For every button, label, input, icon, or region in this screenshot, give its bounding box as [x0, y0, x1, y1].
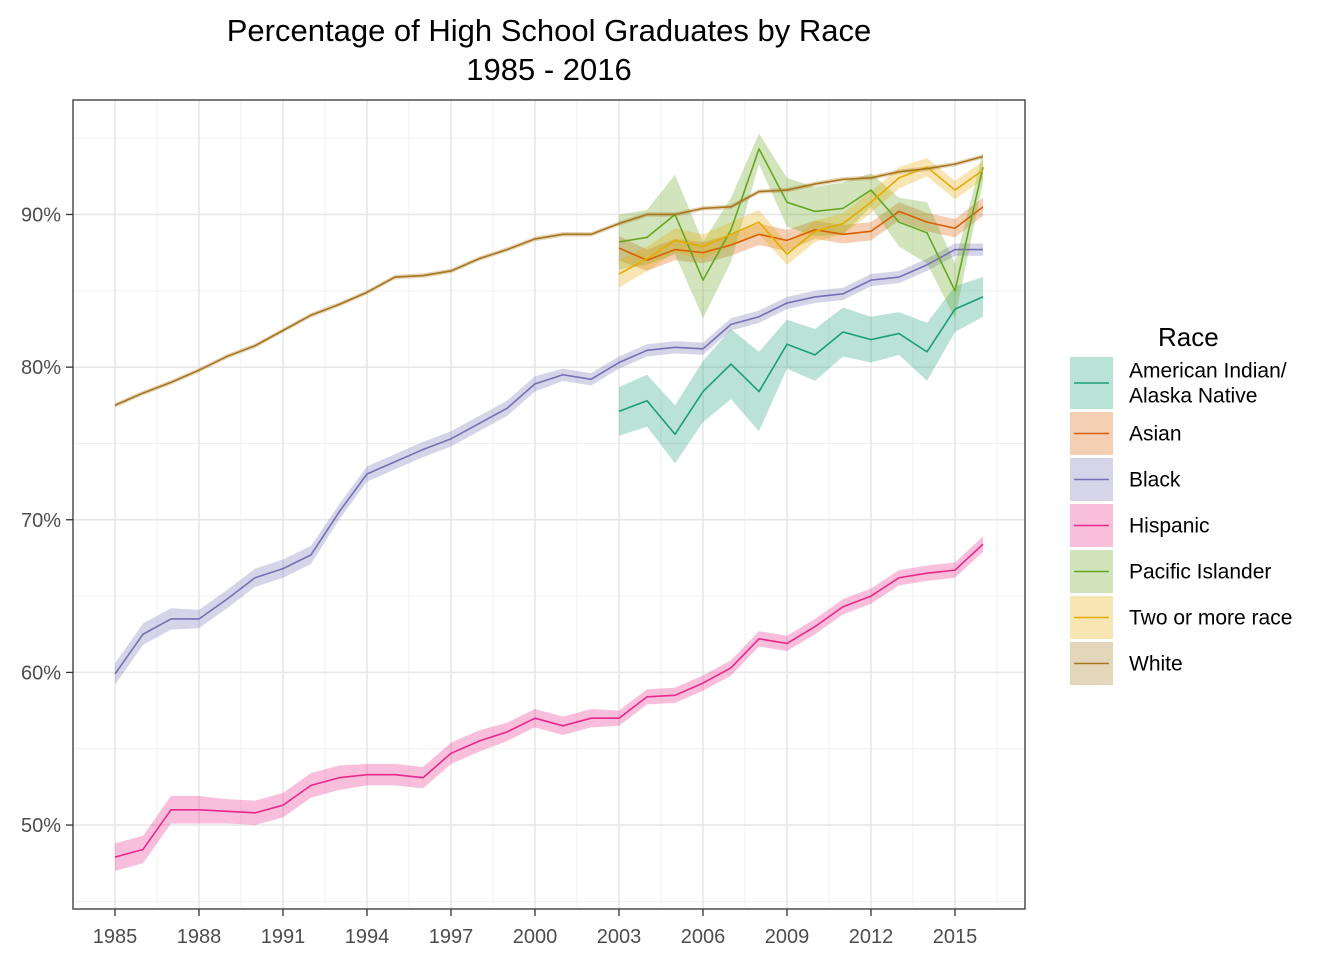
legend-label-american-indian-alaska-native: American Indian/Alaska Native: [1129, 360, 1287, 408]
legend-item-american-indian-alaska-native: American Indian/Alaska Native: [1070, 357, 1287, 409]
x-tick-label: 2012: [849, 926, 894, 948]
band-hispanic: [115, 536, 983, 871]
series-line-asian: [618, 206, 984, 262]
x-tick-label: 2015: [933, 926, 978, 948]
x-tick-label: 2006: [681, 926, 726, 948]
series-lines: [114, 148, 984, 858]
x-tick-label: 1994: [345, 926, 390, 948]
y-tick-label: 50%: [21, 815, 61, 837]
x-axis: 1985 1988 1991 1994 1997 2000 2003 2006 2009 2012…: [93, 909, 978, 948]
band-american-indian-alaska-native: [619, 277, 983, 464]
legend-item-black: Black: [1070, 458, 1181, 501]
series-line-american-indian-alaska-native: [618, 296, 984, 436]
legend-item-asian: Asian: [1070, 412, 1182, 455]
chart-subtitle: 1985 - 2016: [466, 52, 631, 87]
legend-label-black: Black: [1129, 469, 1181, 492]
x-tick-label: 1997: [429, 926, 474, 948]
legend: Race American Indian/Alaska Native Asian B…: [1070, 322, 1292, 685]
y-tick-label: 70%: [21, 510, 61, 532]
y-axis: 50% 60% 70% 80% 90%: [21, 204, 73, 837]
legend-item-pacific-islander: Pacific Islander: [1070, 550, 1271, 593]
chart-title: Percentage of High School Graduates by R…: [227, 13, 872, 48]
series-line-pacific-islander: [618, 148, 984, 292]
legend-label-asian: Asian: [1129, 423, 1182, 446]
x-tick-label: 2000: [513, 926, 558, 948]
y-tick-label: 80%: [21, 357, 61, 379]
grid-major: [73, 100, 1025, 909]
plot-border: [72, 99, 1026, 910]
legend-label-pacific-islander: Pacific Islander: [1129, 561, 1271, 584]
legend-label-white: White: [1129, 653, 1183, 676]
grid-minor: [72, 100, 1025, 909]
band-pacific-islander: [619, 133, 983, 319]
plot-panel: [72, 99, 1026, 910]
legend-items: American Indian/Alaska Native Asian Black H…: [1070, 357, 1292, 685]
legend-title: Race: [1158, 322, 1219, 352]
legend-item-hispanic: Hispanic: [1070, 504, 1210, 547]
legend-item-two-or-more-race: Two or more race: [1070, 596, 1292, 639]
x-tick-label: 1988: [177, 926, 222, 948]
legend-label-two-or-more-race: Two or more race: [1129, 607, 1292, 630]
x-tick-label: 2009: [765, 926, 810, 948]
plot-background: [73, 100, 1025, 909]
x-tick-label: 2003: [597, 926, 642, 948]
series-line-hispanic: [114, 543, 984, 858]
y-tick-label: 90%: [21, 204, 61, 226]
x-tick-label: 1985: [93, 926, 138, 948]
y-tick-label: 60%: [21, 662, 61, 684]
series-line-black: [114, 248, 983, 675]
legend-item-white: White: [1070, 642, 1183, 685]
series-line-white: [114, 155, 984, 407]
band-two-or-more-race: [619, 158, 983, 288]
x-tick-label: 1991: [261, 926, 306, 948]
legend-label-hispanic: Hispanic: [1129, 515, 1210, 538]
